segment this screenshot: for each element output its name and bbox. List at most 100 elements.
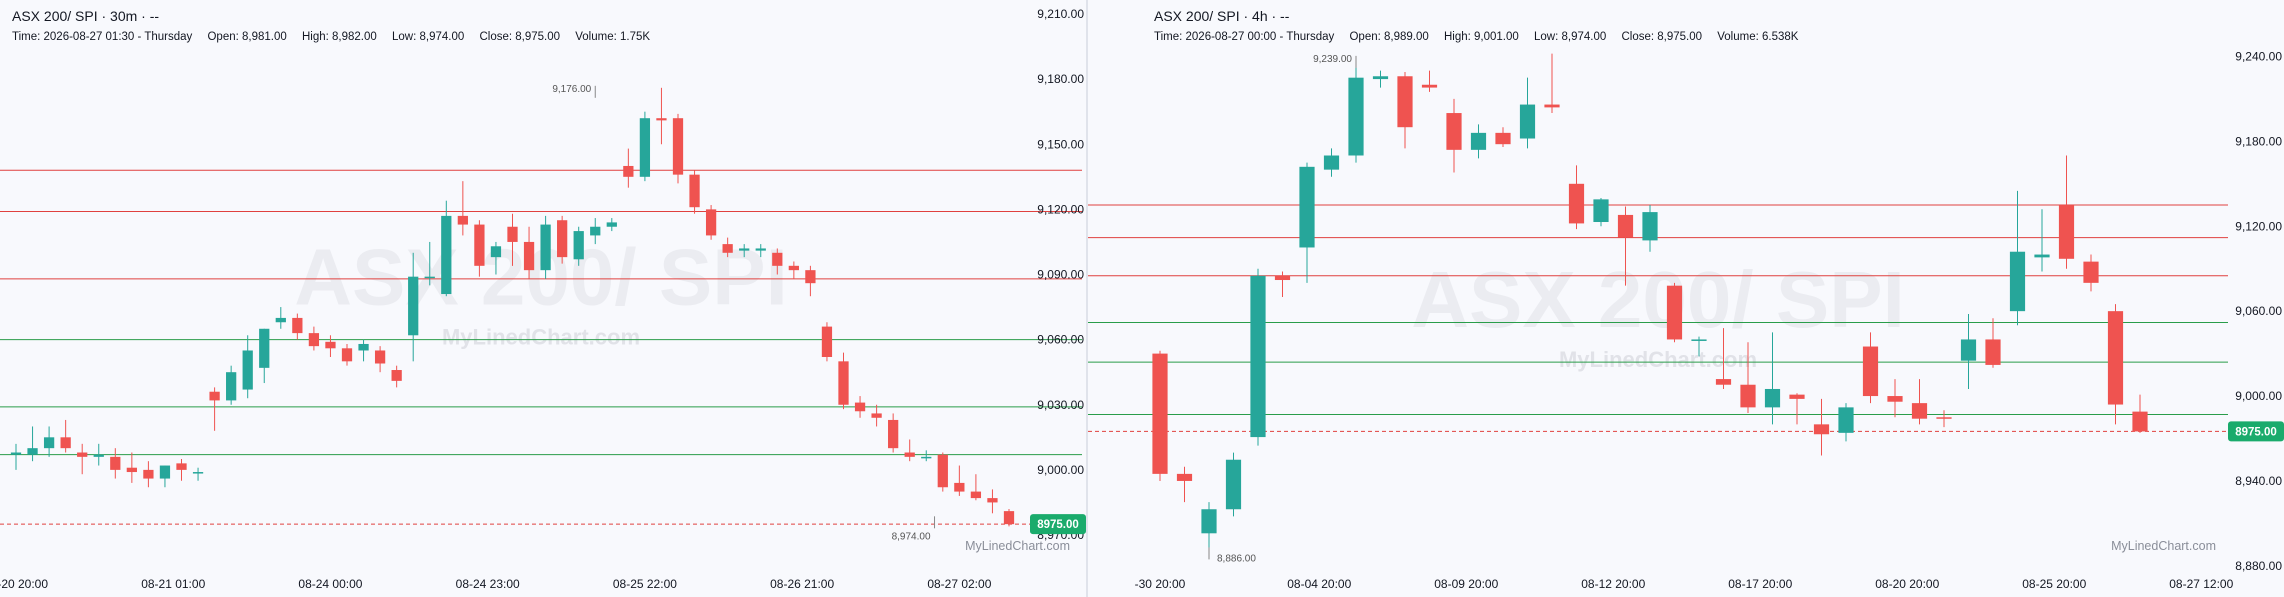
candle-body — [1568, 183, 1585, 224]
candle-body — [27, 448, 38, 455]
y-tick-label: 9,240.00 — [2235, 49, 2282, 63]
candle-body — [1642, 212, 1658, 241]
candle-body — [1789, 394, 1805, 399]
y-tick-label: 9,060.00 — [1037, 333, 1084, 347]
candle-body — [1838, 407, 1854, 433]
legend-open: Open: 8,989.00 — [1349, 31, 1429, 43]
candle-body — [93, 454, 104, 457]
candle-body — [192, 472, 204, 474]
last-price-badge-label: 8975.00 — [1037, 519, 1079, 531]
candle-body — [2083, 261, 2099, 283]
candle-body — [1617, 214, 1634, 238]
legend-open: Open: 8,981.00 — [207, 31, 287, 43]
candle-body — [325, 341, 336, 349]
candle-body — [722, 244, 733, 253]
candle-body — [606, 222, 617, 227]
candle-body — [954, 482, 965, 492]
legend-low: Low: 8,974.00 — [392, 31, 465, 43]
candle-body — [143, 469, 154, 479]
candle-body — [2009, 251, 2026, 312]
candle-body — [1862, 346, 1879, 397]
candle-body — [126, 467, 137, 473]
chart-panel-4h[interactable]: ASX 200/ SPI MyLinedChart.com 9,239.00 8,88… — [1088, 0, 2284, 597]
chart-title: ASX 200/ SPI · 4h · -- — [1154, 8, 1290, 24]
candle-body — [1470, 132, 1487, 150]
candle-body — [275, 317, 286, 323]
candle-body — [1813, 424, 1830, 435]
candle-body — [490, 246, 502, 258]
candle-body — [159, 465, 171, 479]
chart-panel-30m[interactable]: ASX 200/ SPI MyLinedChart.com 9,176.00 8,97… — [0, 0, 1086, 597]
legend-low: Low: 8,974.00 — [1534, 31, 1607, 43]
ohlc-legend: Time: 2026-08-27 00:00 - Thursday Open: … — [1154, 31, 1810, 43]
candle-body — [1519, 104, 1536, 139]
candle-body — [1985, 339, 2001, 365]
candle-body — [1715, 379, 1732, 385]
candle-body — [1764, 388, 1781, 408]
candle-body — [1421, 84, 1438, 88]
candle-body — [557, 220, 568, 258]
candle-body — [921, 456, 932, 459]
high-marker-label: 9,239.00 — [1313, 54, 1352, 65]
watermark-subtitle: MyLinedChart.com — [442, 325, 640, 350]
candle-body — [1299, 166, 1315, 248]
last-price-badge — [1030, 514, 1086, 535]
ohlc-legend: Time: 2026-08-27 01:30 - Thursday Open: … — [12, 31, 662, 43]
candle-body — [2107, 311, 2124, 405]
candle-body — [2058, 205, 2075, 259]
candle-body — [1397, 76, 1413, 128]
candle-body — [672, 118, 684, 175]
legend-close: Close: 8,975.00 — [479, 31, 561, 43]
candle-body — [110, 456, 121, 470]
candle-body — [1201, 509, 1217, 534]
candle-body — [441, 215, 452, 295]
candle-body — [341, 348, 353, 362]
candle-body — [1225, 459, 1242, 510]
candle-body — [871, 413, 882, 418]
candle-body — [1274, 275, 1291, 281]
candle-body — [43, 437, 55, 449]
last-price-badge — [2228, 421, 2284, 442]
candle-body — [374, 350, 386, 364]
candle-body — [772, 252, 783, 266]
candle-body — [1887, 396, 1903, 402]
candle-body — [292, 317, 303, 334]
y-tick-label: 9,120.00 — [2235, 219, 2282, 233]
x-tick-label: 08-21 01:00 — [141, 577, 205, 591]
watermark-subtitle: MyLinedChart.com — [1559, 347, 1757, 372]
candle-body — [2034, 254, 2050, 258]
credit-label: MyLinedChart.com — [965, 539, 1070, 553]
candle-body — [739, 248, 750, 251]
candle-body — [689, 174, 700, 208]
chart-title: ASX 200/ SPI · 30m · -- — [12, 8, 160, 24]
candle-body — [209, 391, 220, 401]
candle-body — [1176, 473, 1193, 481]
y-tick-label: 9,120.00 — [1037, 202, 1084, 216]
candle-body — [888, 419, 899, 449]
candle-body — [623, 165, 634, 177]
x-tick-label: 08-26 21:00 — [770, 577, 834, 591]
panel-divider[interactable] — [1086, 0, 1088, 597]
candle-body — [259, 328, 270, 368]
candle-body — [755, 248, 766, 251]
x-tick-label: 08-27 12:00 — [2169, 577, 2233, 591]
candle-body — [788, 265, 799, 271]
candlestick-chart-4h[interactable]: ASX 200/ SPI MyLinedChart.com 9,239.00 8,88… — [1088, 0, 2284, 597]
candle-body — [854, 402, 866, 412]
candle-body — [970, 491, 982, 499]
legend-high: High: 8,982.00 — [301, 31, 377, 43]
candle-body — [838, 361, 849, 405]
candle-body — [308, 333, 320, 347]
y-tick-label: 9,000.00 — [1037, 463, 1084, 477]
candle-body — [639, 118, 651, 177]
candle-body — [507, 226, 518, 242]
candle-body — [1323, 155, 1340, 170]
credit-label: MyLinedChart.com — [2111, 539, 2216, 553]
candle-body — [656, 118, 667, 121]
candlestick-chart-30m[interactable]: ASX 200/ SPIMyLinedChart.com9,176.008,97… — [0, 0, 1086, 597]
x-tick-label: 08-20 20:00 — [0, 577, 48, 591]
y-tick-label: 9,060.00 — [2235, 304, 2282, 318]
candle-body — [523, 241, 535, 271]
candle-body — [1348, 77, 1364, 156]
candle-body — [904, 452, 915, 457]
